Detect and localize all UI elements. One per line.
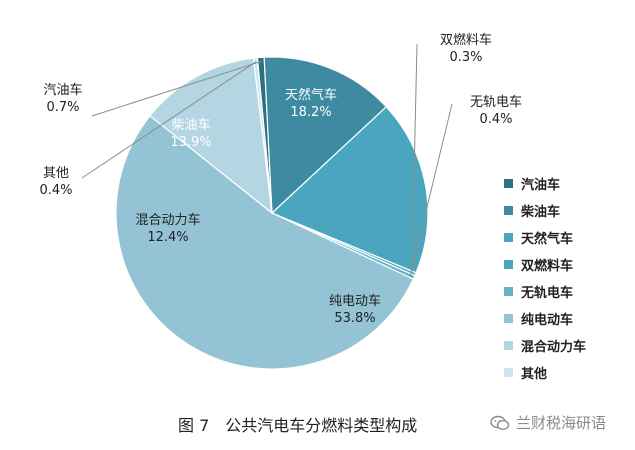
pie-slice (115, 114, 415, 370)
legend-item: 柴油车 (504, 197, 586, 224)
legend-label: 其他 (521, 367, 548, 382)
legend-swatch (504, 260, 513, 269)
slice-label: 柴油车 (171, 117, 210, 133)
slice-value: 0.4% (39, 183, 72, 198)
slice-value: 0.7% (46, 100, 79, 115)
legend-swatch (504, 314, 513, 323)
leader-line (81, 61, 257, 179)
legend-item: 天然气车 (504, 224, 586, 251)
legend-swatch (504, 179, 513, 188)
pie-slices (115, 56, 429, 370)
legend-label: 柴油车 (521, 205, 561, 220)
legend-item: 混合动力车 (504, 332, 586, 359)
legend-item: 其他 (504, 359, 586, 386)
slice-value: 53.8% (334, 311, 375, 326)
legend-swatch (504, 287, 513, 296)
legend-label: 双燃料车 (521, 259, 574, 274)
pie-slice (263, 56, 388, 215)
legend-swatch (504, 368, 513, 377)
watermark: 兰财税海研语 (490, 412, 606, 433)
pie-slice (270, 105, 429, 274)
slice-label: 纯电动车 (329, 293, 381, 309)
slice-value: 13.9% (170, 135, 211, 150)
legend-item: 双燃料车 (504, 251, 586, 278)
slice-label: 无轨电车 (470, 94, 522, 110)
legend-label: 混合动力车 (521, 340, 587, 355)
legend-swatch (504, 206, 513, 215)
legend-item: 纯电动车 (504, 305, 586, 332)
legend: 汽油车 柴油车 天然气车 双燃料车 无轨电车 纯电动车 混合动力车 其他 (504, 170, 586, 386)
legend-label: 纯电动车 (521, 313, 574, 328)
slice-value: 0.4% (479, 112, 512, 127)
legend-label: 汽油车 (521, 178, 561, 193)
legend-label: 天然气车 (521, 232, 574, 247)
slice-label: 双燃料车 (440, 32, 492, 48)
watermark-text: 兰财税海研语 (516, 414, 607, 432)
leader-line (91, 60, 262, 117)
slice-label: 天然气车 (285, 87, 337, 103)
slice-value: 0.3% (449, 50, 482, 65)
slice-value: 12.4% (147, 230, 188, 245)
leader-lines (81, 43, 453, 276)
slice-label: 混合动力车 (135, 212, 200, 228)
leader-line (409, 103, 453, 276)
legend-item: 无轨电车 (504, 278, 586, 305)
slice-label: 其他 (43, 166, 69, 181)
pie-slice (149, 57, 273, 215)
slice-label: 汽油车 (43, 82, 82, 98)
slice-labels: 汽油车 0.7% 柴油车 13.9% 天然气车 18.2% 双燃料车 0.3% 无轨电车 0.4%… (39, 32, 522, 326)
pie-slice (252, 57, 273, 214)
legend-label: 无轨电车 (521, 286, 574, 301)
leader-line (411, 43, 418, 273)
figure-caption: 图 7 公共汽电车分燃料类型构成 (178, 416, 418, 435)
legend-swatch (504, 341, 513, 350)
legend-item: 汽油车 (504, 170, 586, 197)
legend-swatch (504, 233, 513, 242)
slice-value: 18.2% (290, 105, 331, 120)
wechat-icon (490, 415, 510, 430)
